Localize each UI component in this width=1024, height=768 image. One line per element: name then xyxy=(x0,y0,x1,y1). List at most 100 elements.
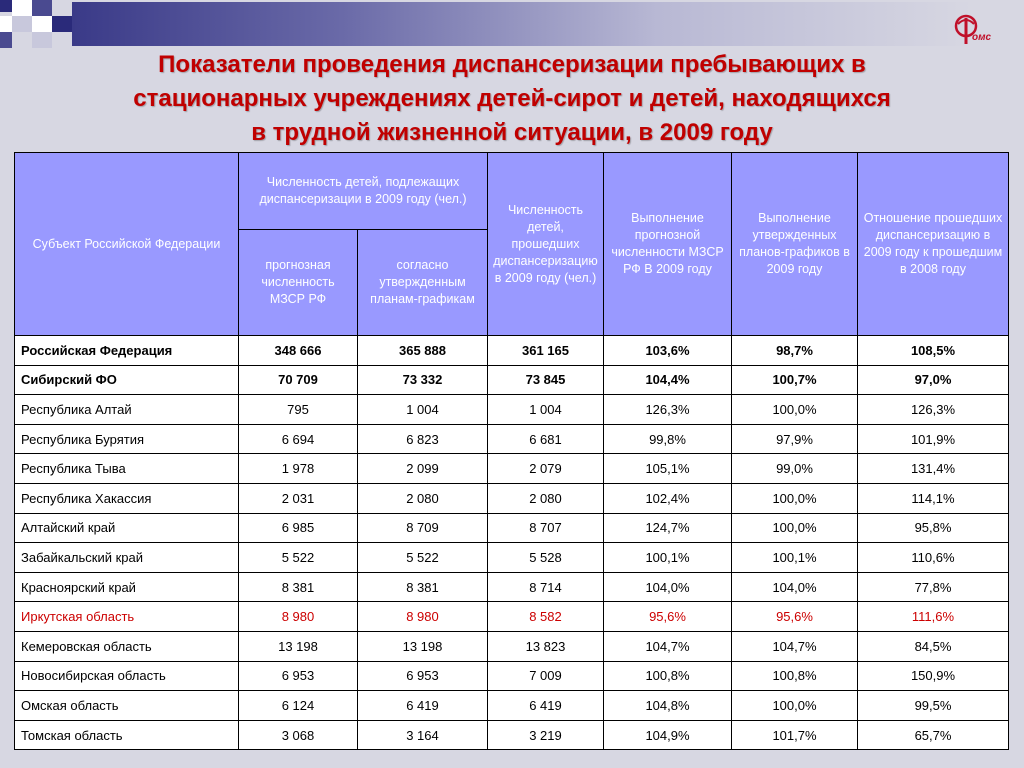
decor-square xyxy=(32,32,52,48)
cell-ratio: 111,6% xyxy=(857,601,1009,632)
cell-exec-plan: 97,9% xyxy=(731,423,858,455)
cell-exec-plan: 100,0% xyxy=(731,690,858,721)
cell-passed: 13 823 xyxy=(487,630,604,662)
cell-subject: Алтайский край xyxy=(14,512,239,544)
cell-passed: 6 681 xyxy=(487,423,604,455)
cell-exec-forecast: 104,4% xyxy=(603,364,732,396)
cell-exec-forecast: 103,6% xyxy=(603,335,732,366)
cell-passed: 6 419 xyxy=(487,690,604,721)
cell-forecast: 70 709 xyxy=(238,364,358,396)
cell-ratio: 101,9% xyxy=(857,423,1009,455)
cell-plan: 6 823 xyxy=(357,423,488,455)
cell-forecast: 8 980 xyxy=(238,601,358,632)
cell-ratio: 108,5% xyxy=(857,335,1009,366)
cell-exec-plan: 98,7% xyxy=(731,335,858,366)
table-row: Новосибирская область 6 953 6 953 7 009 100,… xyxy=(14,660,1009,692)
cell-subject: Красноярский край xyxy=(14,571,239,603)
cell-subject: Республика Тыва xyxy=(14,453,239,484)
cell-subject: Республика Алтай xyxy=(14,394,239,425)
cell-forecast: 8 381 xyxy=(238,571,358,603)
cell-passed: 1 004 xyxy=(487,394,604,425)
decor-square xyxy=(32,0,52,16)
cell-plan: 8 980 xyxy=(357,601,488,632)
table-row: Республика Бурятия 6 694 6 823 6 681 99,8% 97… xyxy=(14,423,1009,455)
cell-exec-plan: 100,1% xyxy=(731,542,858,573)
table-row: Российская Федерация 348 666 365 888 361 16… xyxy=(14,335,1009,366)
cell-forecast: 6 124 xyxy=(238,690,358,721)
decor-square xyxy=(52,16,72,32)
header-subject: Субъект Российской Федерации xyxy=(14,152,239,336)
cell-exec-plan: 100,7% xyxy=(731,364,858,396)
table-row: Республика Хакассия 2 031 2 080 2 080 102,4%… xyxy=(14,482,1009,514)
cell-exec-forecast: 104,8% xyxy=(603,690,732,721)
decor-square xyxy=(32,16,52,32)
oms-logo: омс xyxy=(952,10,1016,50)
decor-square xyxy=(0,0,12,12)
table-row: Омская область 6 124 6 419 6 419 104,8% 100,0… xyxy=(14,690,1009,721)
cell-ratio: 110,6% xyxy=(857,542,1009,573)
decorative-header-bar: омс xyxy=(0,0,1024,48)
cell-exec-forecast: 124,7% xyxy=(603,512,732,544)
table-row: Кемеровская область 13 198 13 198 13 823 104… xyxy=(14,630,1009,662)
cell-subject: Новосибирская область xyxy=(14,660,239,692)
cell-exec-plan: 104,0% xyxy=(731,571,858,603)
cell-plan: 2 099 xyxy=(357,453,488,484)
cell-forecast: 6 985 xyxy=(238,512,358,544)
oms-logo-icon xyxy=(954,14,978,44)
table-row: Алтайский край 6 985 8 709 8 707 124,7% 100,0… xyxy=(14,512,1009,544)
cell-forecast: 5 522 xyxy=(238,542,358,573)
cell-ratio: 114,1% xyxy=(857,482,1009,514)
cell-forecast: 6 953 xyxy=(238,660,358,692)
cell-passed: 73 845 xyxy=(487,364,604,396)
cell-subject: Омская область xyxy=(14,690,239,721)
data-table: Субъект Российской Федерации Численность… xyxy=(14,152,1009,751)
cell-ratio: 95,8% xyxy=(857,512,1009,544)
header-by-plans: согласно утвержденным планам-графикам xyxy=(357,229,488,336)
cell-subject: Иркутская область xyxy=(14,601,239,632)
header-group-planned: Численность детей, подлежащих диспансери… xyxy=(238,152,488,230)
cell-subject: Республика Хакассия xyxy=(14,482,239,514)
cell-exec-forecast: 104,7% xyxy=(603,630,732,662)
cell-passed: 2 080 xyxy=(487,482,604,514)
cell-plan: 6 419 xyxy=(357,690,488,721)
decor-square xyxy=(12,0,32,16)
cell-passed: 2 079 xyxy=(487,453,604,484)
cell-subject: Забайкальский край xyxy=(14,542,239,573)
cell-forecast: 1 978 xyxy=(238,453,358,484)
cell-exec-plan: 99,0% xyxy=(731,453,858,484)
title-line: стационарных учреждениях детей-сирот и д… xyxy=(133,85,891,112)
cell-plan: 365 888 xyxy=(357,335,488,366)
cell-forecast: 795 xyxy=(238,394,358,425)
page-title: Показатели проведения диспансеризации пр… xyxy=(40,48,984,150)
cell-ratio: 99,5% xyxy=(857,690,1009,721)
cell-ratio: 131,4% xyxy=(857,453,1009,484)
cell-ratio: 77,8% xyxy=(857,571,1009,603)
cell-passed: 361 165 xyxy=(487,335,604,366)
cell-passed: 5 528 xyxy=(487,542,604,573)
table-row: Томская область 3 068 3 164 3 219 104,9% 101,… xyxy=(14,719,1009,751)
table-row: Красноярский край 8 381 8 381 8 714 104,0% 10… xyxy=(14,571,1009,603)
cell-plan: 8 709 xyxy=(357,512,488,544)
header-exec-forecast: Выполнение прогнозной численности МЗСР Р… xyxy=(603,152,732,336)
cell-exec-forecast: 104,9% xyxy=(603,719,732,751)
title-line: Показатели проведения диспансеризации пр… xyxy=(158,51,866,78)
cell-ratio: 97,0% xyxy=(857,364,1009,396)
cell-exec-forecast: 100,8% xyxy=(603,660,732,692)
cell-passed: 3 219 xyxy=(487,719,604,751)
cell-subject: Сибирский ФО xyxy=(14,364,239,396)
cell-exec-plan: 95,6% xyxy=(731,601,858,632)
cell-passed: 8 707 xyxy=(487,512,604,544)
cell-exec-forecast: 100,1% xyxy=(603,542,732,573)
cell-ratio: 84,5% xyxy=(857,630,1009,662)
cell-passed: 7 009 xyxy=(487,660,604,692)
table-row: Сибирский ФО 70 709 73 332 73 845 104,4% 100,… xyxy=(14,364,1009,396)
decor-square xyxy=(0,32,12,48)
cell-ratio: 150,9% xyxy=(857,660,1009,692)
header-passed: Численность детей, прошедших диспансериз… xyxy=(487,152,604,336)
cell-passed: 8 582 xyxy=(487,601,604,632)
cell-plan: 6 953 xyxy=(357,660,488,692)
cell-exec-forecast: 126,3% xyxy=(603,394,732,425)
table-row: Забайкальский край 5 522 5 522 5 528 100,1% 1… xyxy=(14,542,1009,573)
cell-forecast: 13 198 xyxy=(238,630,358,662)
cell-forecast: 2 031 xyxy=(238,482,358,514)
